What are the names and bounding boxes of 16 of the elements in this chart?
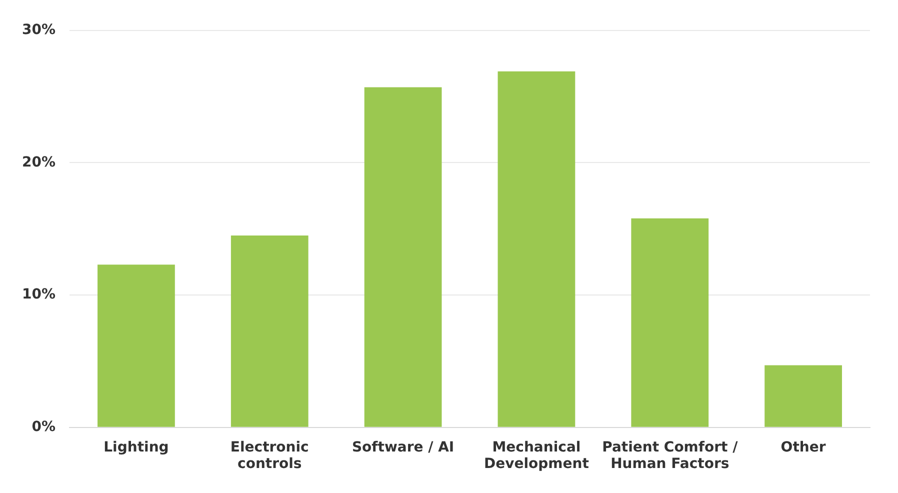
y-tick-label: 30% [22, 22, 56, 38]
bar [98, 264, 175, 427]
x-tick-label: Electronic controls [230, 439, 309, 472]
bar [764, 365, 842, 427]
bar [364, 87, 442, 427]
y-tick-label: 0% [32, 419, 56, 436]
x-tick-label: Mechanical Development [484, 439, 590, 472]
bar [230, 236, 308, 427]
x-tick-label: Software / AI [352, 439, 454, 456]
y-tick-label: 20% [22, 154, 56, 170]
bar [631, 218, 709, 427]
x-tick-label: Patient Comfort / Human Factors [602, 439, 739, 472]
y-tick-label: 10% [22, 286, 56, 303]
x-tick-label: Other [780, 439, 826, 456]
x-tick-label: Lighting [104, 439, 169, 456]
bar [498, 71, 576, 427]
